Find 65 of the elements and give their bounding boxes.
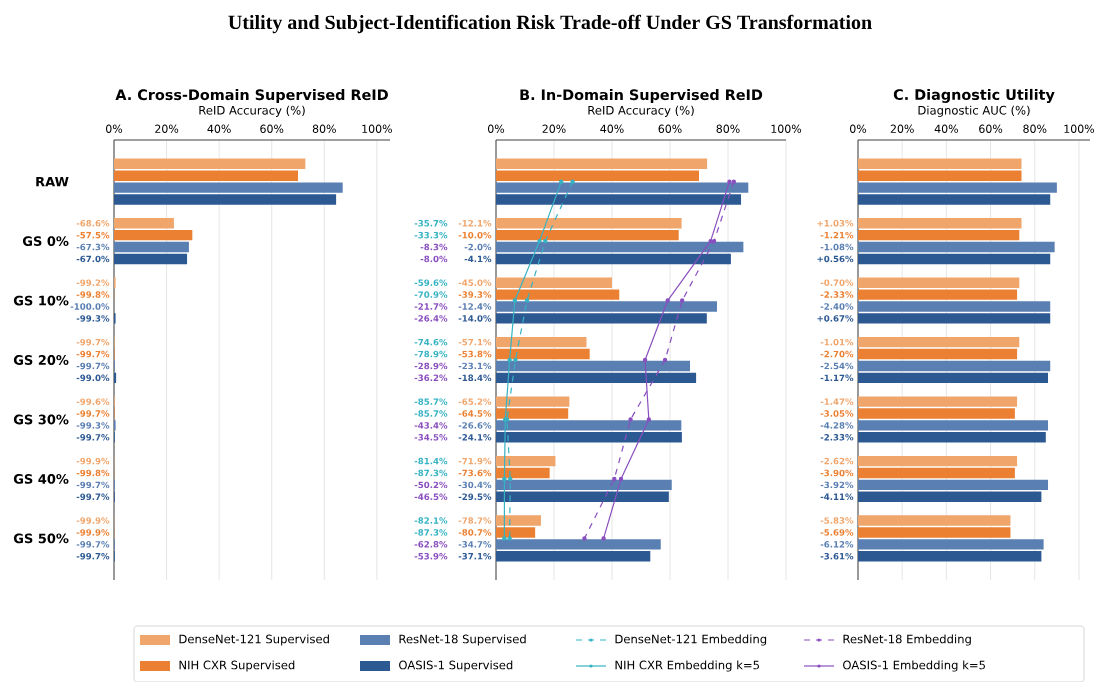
- text: Utility and Subject-Identification Risk Trade-off Under GS Transformation: [228, 14, 872, 34]
- bar: [496, 515, 541, 526]
- bar: [496, 158, 708, 169]
- bar: [496, 551, 651, 562]
- bar: [858, 539, 1044, 550]
- bar: [858, 253, 1051, 265]
- bar: [496, 372, 697, 384]
- bar: [858, 455, 1018, 467]
- bar: [858, 194, 1051, 205]
- bar: [858, 515, 1011, 526]
- bar: [496, 336, 587, 348]
- bar: [858, 432, 1046, 443]
- bar: [496, 301, 717, 312]
- bar: [114, 158, 306, 169]
- bar: [496, 455, 556, 467]
- bar: [858, 551, 1042, 562]
- bar: [858, 527, 1011, 538]
- bar: [858, 289, 1018, 300]
- bar: [858, 420, 1049, 431]
- bar: [496, 218, 682, 229]
- bar: [858, 218, 1022, 229]
- bar: [496, 170, 699, 181]
- bar: [114, 182, 343, 193]
- bar: [858, 313, 1051, 324]
- bar: [496, 253, 731, 265]
- bar: [496, 396, 570, 407]
- bar: [858, 372, 1049, 384]
- bar: [114, 241, 189, 253]
- bar: [496, 408, 569, 419]
- bar: [496, 467, 550, 479]
- bar: [496, 527, 536, 538]
- bar: [496, 289, 620, 300]
- bar: [496, 360, 691, 372]
- bar: [496, 194, 742, 205]
- bar: [496, 539, 661, 550]
- bar: [496, 491, 669, 502]
- bar: [858, 336, 1020, 348]
- bar: [114, 253, 188, 265]
- bar: [496, 479, 672, 491]
- bar: [858, 277, 1020, 288]
- bar: [858, 229, 1020, 241]
- bar: [114, 194, 337, 205]
- bar: [496, 313, 707, 324]
- bar: [496, 432, 682, 443]
- bar: [496, 348, 590, 360]
- bar: [114, 218, 174, 229]
- bar: [858, 241, 1055, 253]
- bar: [858, 467, 1015, 479]
- bar: [496, 182, 749, 193]
- bar: [496, 241, 744, 253]
- bar: [858, 479, 1049, 491]
- bar: [114, 170, 298, 181]
- bar: [496, 420, 682, 431]
- bar: [858, 170, 1022, 181]
- bar: [858, 360, 1051, 372]
- bar: [858, 301, 1051, 312]
- bar: [858, 182, 1057, 193]
- bar: [858, 491, 1042, 502]
- bar: [496, 229, 679, 241]
- bar: [858, 348, 1018, 360]
- bar: [858, 396, 1018, 407]
- bar: [858, 158, 1022, 169]
- bar: [496, 277, 612, 288]
- bar: [114, 229, 193, 241]
- bar: [858, 408, 1015, 419]
